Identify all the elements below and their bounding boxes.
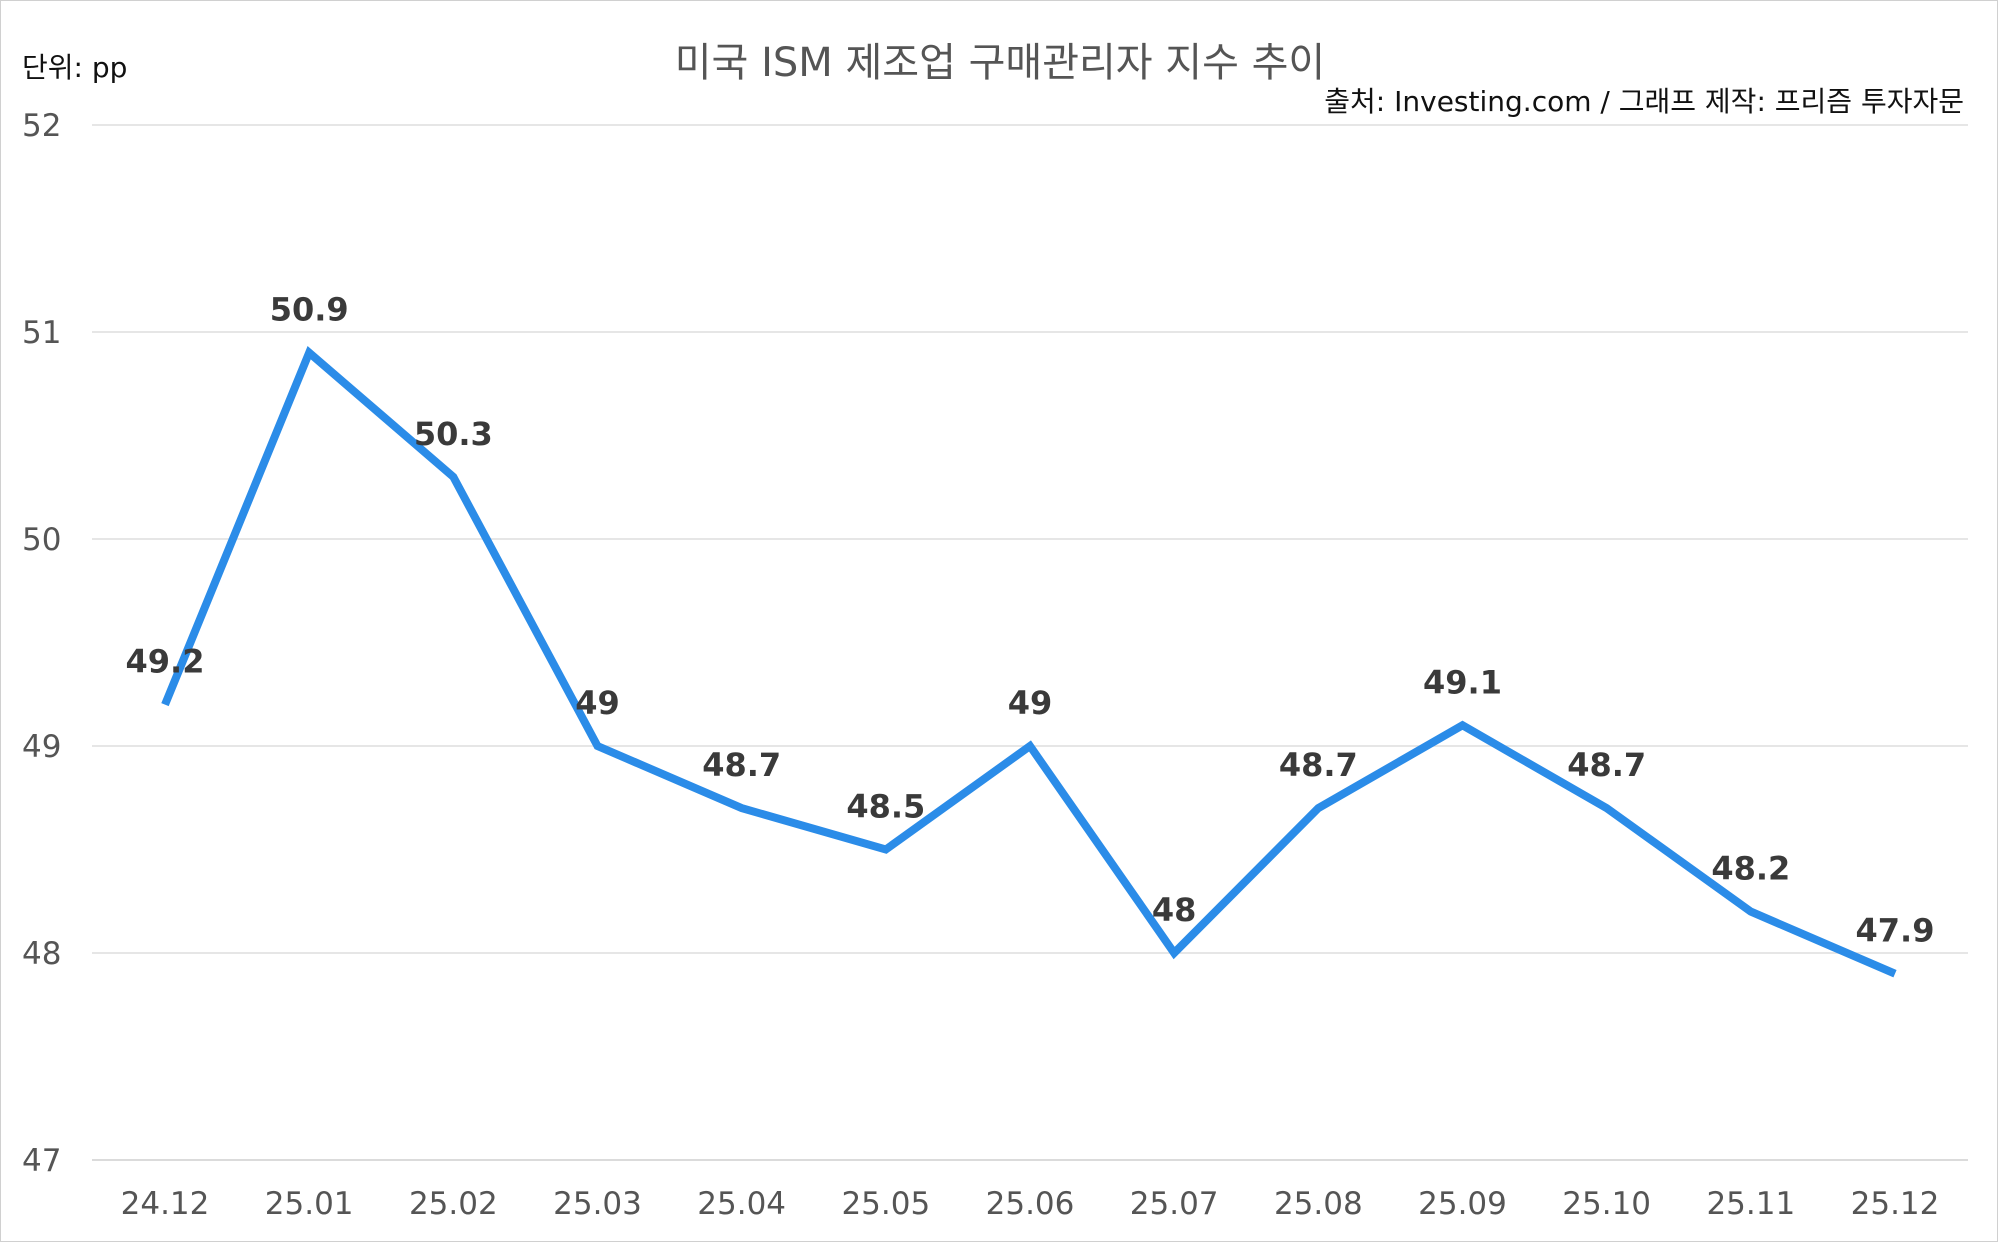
x-tick-label: 25.05: [841, 1186, 930, 1222]
data-labels: 49.2 50.9 50.3 49 48.7 48.5 49 48 48.7 49.1 48.7 48…: [126, 291, 1935, 950]
data-label: 48.5: [846, 788, 925, 826]
y-axis-ticks: 47 48 49 50 51 52: [22, 108, 61, 1179]
x-tick-label: 25.02: [409, 1186, 498, 1222]
data-label: 47.9: [1856, 912, 1935, 950]
x-tick-label: 25.08: [1274, 1186, 1363, 1222]
grid-lines: [92, 124, 1968, 1161]
data-label: 49: [1008, 684, 1053, 722]
x-tick-label: 25.07: [1130, 1186, 1219, 1222]
x-tick-label: 25.01: [265, 1186, 354, 1222]
unit-label: 단위: pp: [22, 51, 128, 84]
data-label: 50.3: [414, 415, 493, 453]
source-label: 출처: Investing.com / 그래프 제작: 프리즘 투자자문: [1324, 85, 1964, 118]
data-label: 48.7: [702, 746, 781, 784]
x-tick-label: 25.04: [697, 1186, 786, 1222]
data-label: 49: [575, 684, 620, 722]
data-label: 50.9: [270, 291, 349, 329]
x-tick-label: 25.06: [986, 1186, 1075, 1222]
data-label: 49.1: [1423, 663, 1502, 701]
y-tick-label: 51: [22, 315, 61, 351]
y-tick-label: 50: [22, 522, 61, 558]
series-line: [161, 346, 1897, 978]
y-tick-label: 48: [22, 936, 61, 972]
y-tick-label: 52: [22, 108, 61, 144]
y-tick-label: 47: [22, 1143, 61, 1179]
data-label: 48: [1152, 891, 1197, 929]
x-tick-label: 25.09: [1418, 1186, 1507, 1222]
data-label: 49.2: [126, 643, 205, 681]
data-label: 48.2: [1711, 850, 1790, 888]
data-label: 48.7: [1279, 746, 1358, 784]
x-tick-label: 25.03: [553, 1186, 642, 1222]
x-tick-label: 25.12: [1851, 1186, 1940, 1222]
y-tick-label: 49: [22, 729, 61, 765]
x-tick-label: 25.10: [1562, 1186, 1651, 1222]
data-label: 48.7: [1567, 746, 1646, 784]
x-tick-label: 25.11: [1706, 1186, 1795, 1222]
chart-title: 미국 ISM 제조업 구매관리자 지수 추이: [674, 40, 1326, 86]
x-tick-label: 24.12: [121, 1186, 210, 1222]
x-axis-ticks: 24.12 25.01 25.02 25.03 25.04 25.05 25.06 25.07…: [121, 1186, 1940, 1222]
